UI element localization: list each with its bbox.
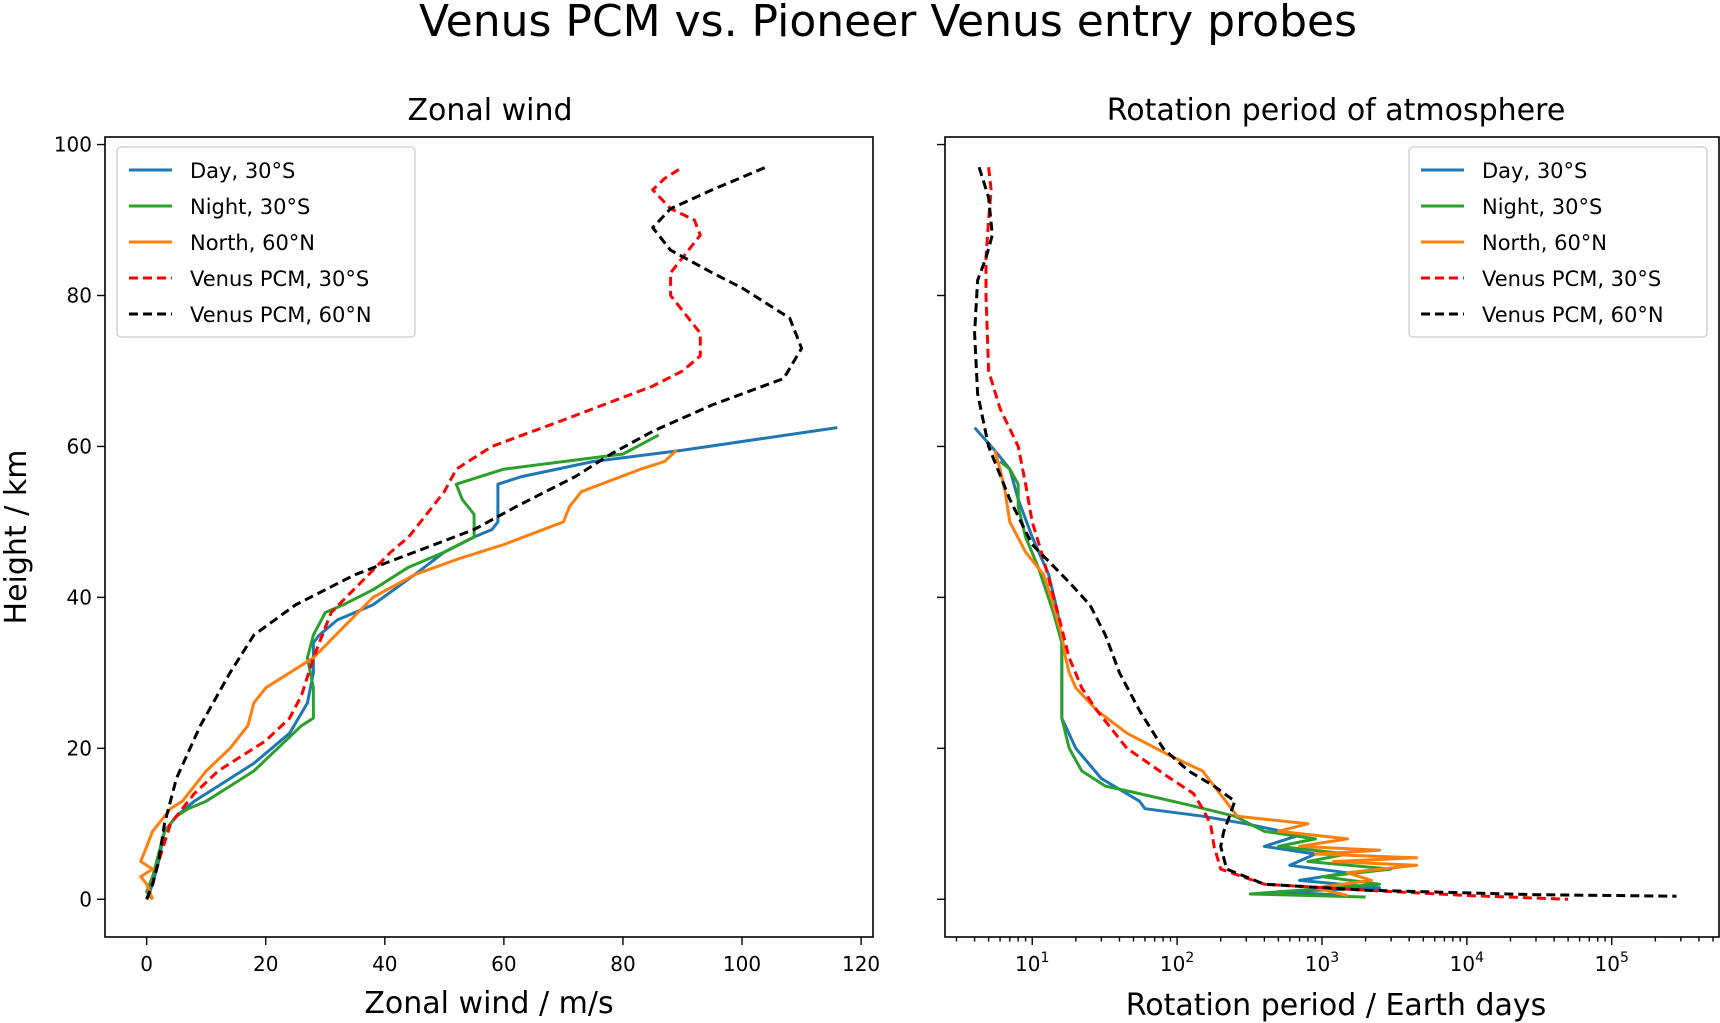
x-tick-label-120: 120 [842,952,880,976]
rotation-period-panel: Rotation period of atmosphere 101 102 103 1… [937,93,1720,1023]
y-tick-label-0: 0 [79,887,92,911]
series-line-venus-pcm-60-n-p0 [145,165,804,900]
x-tick-label-100000: 105 [1595,950,1629,976]
series-line-venus-pcm-30-s-p0 [145,165,702,900]
legend-box [116,146,416,338]
series-line-night-30-s-p1 [999,460,1393,899]
x-tick-label-80: 80 [610,952,635,976]
x-tick-label-100: 100 [723,952,761,976]
y-tick-label-80: 80 [67,283,92,307]
x-tick-label-20: 20 [253,952,278,976]
legend-entry-venus-pcm-30-s: Venus PCM, 30°S [190,267,369,291]
legend-entry-north-60-n: North, 60°N [1482,231,1607,255]
x-tick-label-1000: 103 [1305,950,1339,976]
zonal-wind-xlabel: Zonal wind / m/s [364,986,613,1021]
rotation-period-title: Rotation period of atmosphere [1107,93,1566,128]
figure-title: Venus PCM vs. Pioneer Venus entry probes [419,0,1357,47]
zonal-wind-title: Zonal wind [407,93,572,128]
x-tick-label-10: 101 [1015,950,1049,976]
rotation-period-xlabel: Rotation period / Earth days [1126,988,1547,1023]
series-line-day-30-s-p1 [973,426,1382,897]
y-tick-label-60: 60 [67,434,92,458]
legend-entry-venus-pcm-30-s: Venus PCM, 30°S [1482,267,1661,291]
y-tick-label-20: 20 [67,736,92,760]
legend-entry-day-30-s: Day, 30°S [190,159,295,183]
series-line-day-30-s-p0 [145,426,838,900]
legend-entry-day-30-s: Day, 30°S [1482,159,1587,183]
legend-box [1408,146,1708,338]
rotation-period-axes-frame [944,136,1720,938]
y-tick-label-100: 100 [54,133,92,157]
legend-entry-venus-pcm-60-n: Venus PCM, 60°N [1482,303,1664,327]
x-tick-label-100: 102 [1160,950,1194,976]
series-line-venus-pcm-60-n-p1 [973,166,1677,898]
series-line-venus-pcm-30-s-p1 [984,167,1569,901]
zonal-wind-ylabel: Height / km [0,450,34,625]
x-tick-label-0: 0 [140,952,153,976]
legend-entry-night-30-s: Night, 30°S [1482,195,1602,219]
x-tick-label-60: 60 [491,952,516,976]
x-tick-label-10000: 104 [1450,950,1484,976]
legend-entry-north-60-n: North, 60°N [190,231,315,255]
series-line-north-60-n-p1 [993,449,1419,897]
x-tick-label-40: 40 [372,952,397,976]
zonal-wind-axes-frame [104,136,874,938]
series-line-north-60-n-p0 [139,449,678,900]
legend-entry-venus-pcm-60-n: Venus PCM, 60°N [190,303,372,327]
zonal-wind-legend: Day, 30°S Night, 30°S North, 60°N Venus PCM… [116,146,416,338]
series-line-night-30-s-p0 [145,433,660,901]
y-tick-label-40: 40 [67,585,92,609]
rotation-period-legend: Day, 30°S Night, 30°S North, 60°N Venus PCM… [1408,146,1708,338]
zonal-wind-panel: Zonal wind 0 20 40 60 80 100 0 20 40 60 80 100 120 Z… [0,93,880,1021]
legend-entry-night-30-s: Night, 30°S [190,195,310,219]
